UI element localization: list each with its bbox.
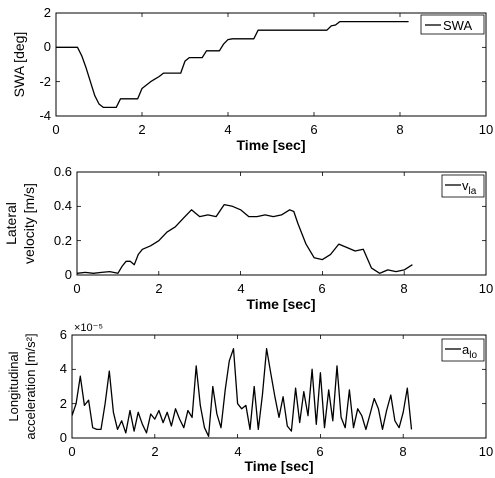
y-tick-label: -4 [39, 108, 51, 123]
y-tick-label: 4 [60, 361, 67, 376]
x-tick-label: 8 [399, 444, 406, 459]
series-line-swa [56, 20, 409, 109]
legend-label-v: vla [462, 178, 477, 197]
y-axis-label-line2: velocity [m/s] [21, 183, 37, 264]
y-axis-label: SWA [deg] [11, 32, 27, 98]
x-tick-label: 10 [479, 122, 493, 137]
series-line-a-lo [71, 348, 413, 437]
x-tick-labels: 0 2 4 6 8 10 [73, 281, 493, 296]
x-axis-label: Time [sec] [237, 137, 306, 153]
y-tick-labels: 0 0.2 0.4 0.6 [54, 164, 72, 282]
plot-area-frame [55, 12, 487, 117]
series-layer [76, 203, 413, 274]
y-tick-label: 0 [44, 39, 51, 54]
x-tick-label: 6 [316, 444, 323, 459]
series-layer [56, 20, 409, 109]
swa-chart: 0 2 4 6 8 10 -4 -2 0 2 Time [sec] SWA [d… [11, 5, 493, 153]
x-tick-label: 2 [138, 122, 145, 137]
y-tick-label: 6 [60, 327, 67, 342]
x-tick-label: 4 [224, 122, 231, 137]
x-tick-label: 2 [151, 444, 158, 459]
longitudinal-acceleration-chart: ×10⁻⁵ 0 2 4 6 8 10 0 2 4 6 Time [sec] Lo… [6, 322, 493, 474]
legend-box [441, 338, 485, 362]
y-tick-labels: -4 -2 0 2 [39, 5, 51, 123]
y-tick-label: 0 [65, 267, 72, 282]
legend-subscript: lo [469, 350, 477, 361]
y-axis-exponent: ×10⁻⁵ [74, 322, 103, 334]
legend-subscript: la [469, 186, 477, 197]
tick-marks [76, 171, 487, 276]
y-axis-label-line1: Longitudinal [6, 351, 21, 421]
legend-label-a: alo [462, 342, 477, 361]
x-tick-label: 10 [479, 444, 493, 459]
x-tick-label: 4 [237, 281, 244, 296]
series-line-v-la [76, 203, 413, 274]
x-tick-label: 6 [318, 281, 325, 296]
x-tick-label: 8 [400, 281, 407, 296]
plot-area-frame [71, 334, 487, 439]
y-axis-label-line1: Lateral [3, 202, 19, 245]
legend: alo [441, 338, 485, 362]
y-tick-label: 2 [44, 5, 51, 20]
y-axis-label-line2: acceleration [m/s²] [23, 333, 38, 439]
x-tick-label: 0 [52, 122, 59, 137]
x-tick-labels: 0 2 4 6 8 10 [52, 122, 493, 137]
y-tick-labels: 0 2 4 6 [60, 327, 67, 445]
y-tick-label: -2 [39, 74, 51, 89]
legend-label-swa: SWA [443, 18, 472, 33]
lateral-velocity-chart: 0 2 4 6 8 10 0 0.2 0.4 0.6 Time [sec] La… [3, 164, 493, 312]
x-tick-label: 8 [396, 122, 403, 137]
legend: SWA [420, 14, 485, 35]
x-tick-label: 2 [155, 281, 162, 296]
legend: vla [441, 174, 485, 198]
plot-area-frame [76, 171, 487, 276]
y-tick-label: 0.4 [54, 198, 72, 213]
series-layer [71, 348, 413, 437]
y-tick-label: 0.6 [54, 164, 72, 179]
legend-name: v [462, 178, 469, 193]
tick-marks [71, 334, 487, 439]
x-tick-label: 0 [68, 444, 75, 459]
legend-box [420, 14, 485, 35]
x-tick-label: 0 [73, 281, 80, 296]
x-tick-label: 4 [234, 444, 241, 459]
y-tick-label: 0.2 [54, 233, 72, 248]
y-tick-label: 2 [60, 396, 67, 411]
y-tick-label: 0 [60, 430, 67, 445]
legend-name: a [462, 342, 470, 357]
x-tick-label: 6 [310, 122, 317, 137]
x-axis-label: Time [sec] [245, 458, 314, 474]
x-axis-label: Time [sec] [247, 296, 316, 312]
legend-box [441, 174, 485, 198]
x-tick-labels: 0 2 4 6 8 10 [68, 444, 493, 459]
x-tick-label: 10 [479, 281, 493, 296]
